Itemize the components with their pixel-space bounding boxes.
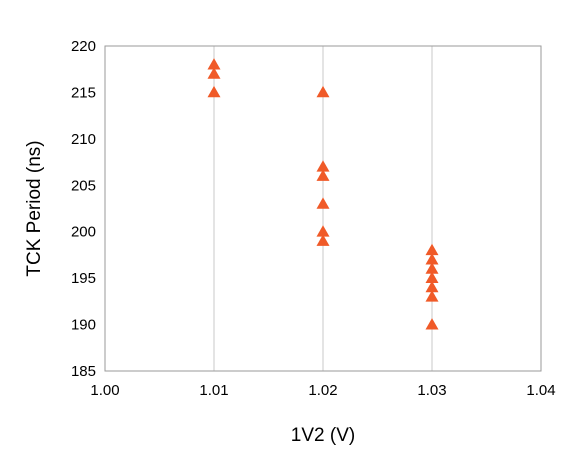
data-point-triangle: [316, 85, 330, 98]
data-point-triangle: [316, 225, 330, 237]
data-point-triangle: [425, 290, 439, 302]
x-axis-title: 1V2 (V): [291, 425, 355, 446]
data-points: [207, 58, 439, 330]
data-point-triangle: [316, 234, 330, 246]
data-point-triangle: [207, 58, 221, 70]
y-tick-label: 200: [71, 224, 96, 241]
plot-area-border: [104, 45, 542, 372]
y-axis-title: TCK Period (ns): [24, 140, 45, 276]
data-point-triangle: [316, 160, 330, 172]
y-tick-label: 205: [71, 177, 96, 194]
data-point-triangle: [425, 262, 439, 274]
x-tick-label: 1.01: [199, 382, 228, 399]
y-tick-label: 190: [71, 317, 96, 334]
y-tick-label: 220: [71, 38, 96, 55]
data-point-triangle: [316, 169, 330, 181]
data-point-triangle: [425, 280, 439, 293]
y-tick-label: 215: [71, 84, 96, 101]
x-tick-label: 1.02: [308, 382, 337, 399]
data-point-triangle: [207, 67, 221, 79]
data-point-triangle: [425, 243, 439, 256]
data-point-triangle: [207, 85, 221, 98]
x-axis-ticks: 1.00 1.01 1.02 1.03 1.04: [90, 382, 555, 399]
data-point-triangle: [316, 197, 330, 209]
y-tick-label: 185: [71, 363, 96, 380]
data-point-triangle: [425, 271, 439, 284]
data-point-triangle: [425, 318, 439, 330]
x-tick-label: 1.03: [417, 382, 446, 399]
y-axis-ticks: 185 190 195 200 205 210 215 220: [71, 38, 96, 380]
y-tick-label: 210: [71, 131, 96, 148]
x-tick-label: 1.00: [90, 382, 119, 399]
data-point-triangle: [425, 253, 439, 265]
y-tick-label: 195: [71, 270, 96, 287]
x-tick-label: 1.04: [526, 382, 555, 399]
